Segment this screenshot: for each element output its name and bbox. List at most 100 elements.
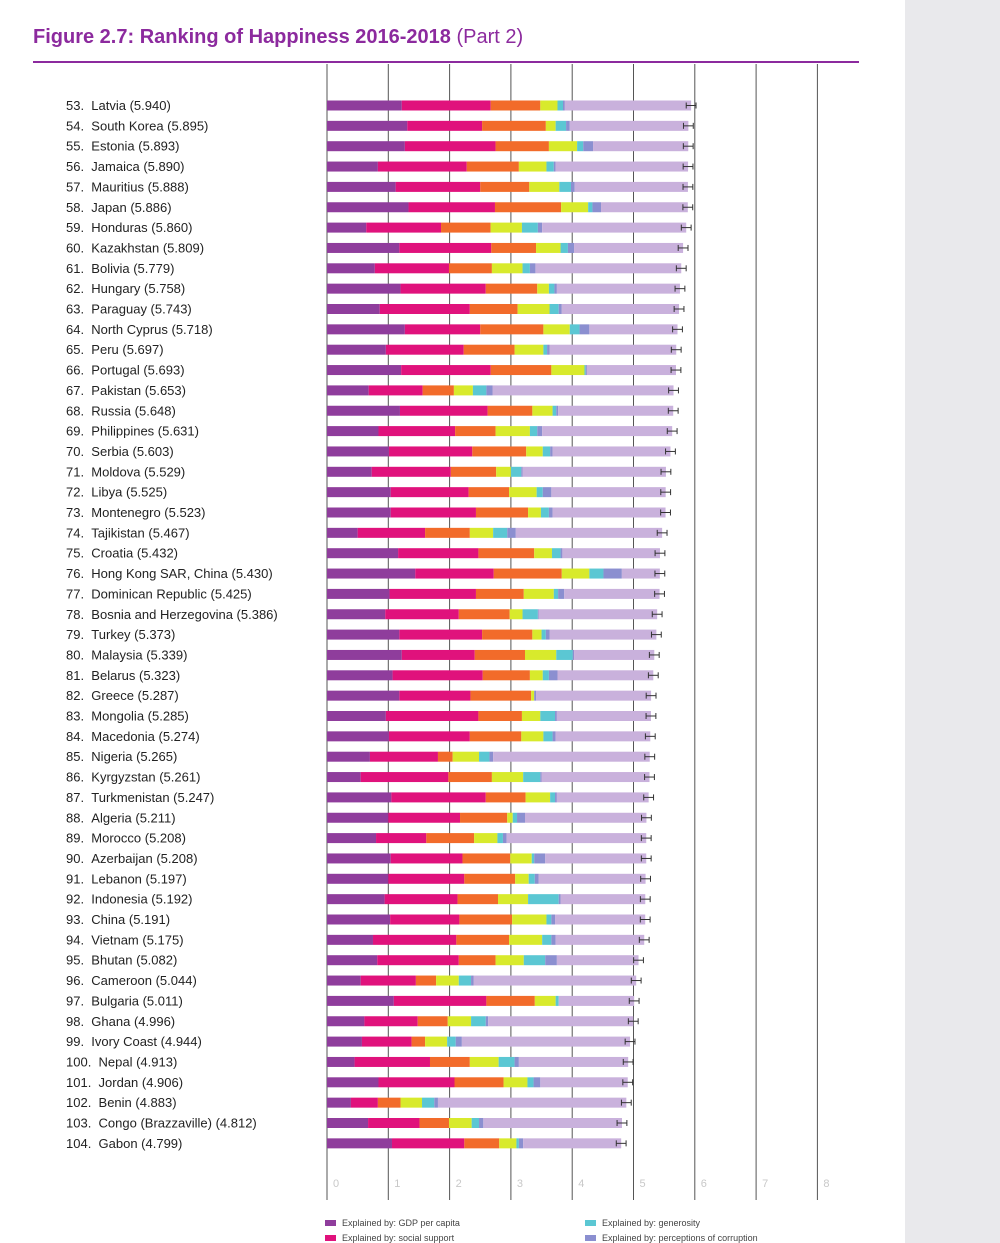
bar-indonesia-generosity [528,894,559,905]
bar-bolivia-corruption [529,263,536,274]
bar-tajikistan-generosity [493,527,508,538]
row-label-honduras: 59. Honduras (5.860) [66,220,192,235]
bar-dominican-republic-generosity [553,588,559,599]
bar-bosnia-and-herzegovina-social [385,609,459,620]
bar-belarus-health [482,670,530,681]
bar-morocco-generosity [497,833,503,844]
bar-hong-kong-sar-china-dystopia [621,568,660,579]
bar-honduras-health [441,222,491,233]
bar-bhutan-generosity [523,955,546,966]
bar-congo-brazzaville-social [368,1118,420,1128]
row-label-north-cyprus: 64. North Cyprus (5.718) [66,322,213,337]
row-label-serbia: 70. Serbia (5.603) [66,444,174,459]
row-label-bhutan: 95. Bhutan (5.082) [66,953,177,968]
bar-mongolia-corruption [555,711,557,721]
bar-morocco-corruption [502,833,507,844]
bar-pakistan-social [368,385,423,396]
bar-hong-kong-sar-china-generosity [589,568,604,579]
bar-azerbaijan-generosity [531,853,535,864]
bar-bolivia-freedom [491,263,523,274]
bar-serbia-dystopia [552,446,671,457]
bar-ghana-social [364,1016,418,1027]
bar-hong-kong-sar-china-freedom [561,568,590,579]
bar-morocco-gdp [327,833,377,844]
bar-malaysia-corruption [572,649,575,660]
bar-dominican-republic-dystopia [564,588,660,599]
row-label-hong-kong-sar-china: 76. Hong Kong SAR, China (5.430) [66,566,273,581]
row-label-estonia: 55. Estonia (5.893) [66,139,179,154]
row-label-turkey: 79. Turkey (5.373) [66,627,175,642]
bar-bhutan-gdp [327,955,378,966]
bar-bhutan-dystopia [556,955,639,966]
bar-estonia-health [495,141,549,152]
row-label-south-korea: 54. South Korea (5.895) [66,118,208,133]
bar-hungary-corruption [554,283,557,294]
bar-greece-dystopia [536,690,652,701]
bar-cameroon-freedom [436,975,459,986]
bar-azerbaijan-dystopia [545,853,647,864]
bar-serbia-freedom [526,446,543,457]
row-label-portugal: 66. Portugal (5.693) [66,363,185,378]
bar-turkey-gdp [327,629,400,640]
bar-philippines-social [378,426,456,437]
bar-benin-social [350,1097,378,1108]
bar-macedonia-gdp [327,731,389,742]
bar-montenegro-dystopia [552,507,666,518]
row-label-mongolia: 83. Mongolia (5.285) [66,709,189,724]
bar-philippines-freedom [495,426,530,437]
bar-china-social [390,914,460,925]
bar-azerbaijan-health [462,853,511,864]
bar-paraguay-corruption [558,304,562,314]
bar-macedonia-social [388,731,470,742]
bar-paraguay-social [379,304,470,314]
bar-ivory-coast-generosity [447,1036,456,1047]
row-label-congo-brazzaville: 103. Congo (Brazzaville) (4.812) [66,1116,257,1131]
bar-portugal-dystopia [586,365,676,376]
bar-cameroon-dystopia [473,975,637,986]
bar-vietnam-gdp [327,934,373,945]
bar-croatia-generosity [551,548,561,559]
bar-nigeria-gdp [327,751,370,762]
bar-bulgaria-health [486,995,535,1006]
x-tick-label-6: 6 [701,1178,707,1190]
bar-ghana-corruption [485,1016,489,1027]
row-label-algeria: 88. Algeria (5.211) [66,810,176,825]
bar-pakistan-dystopia [492,385,674,396]
bar-congo-brazzaville-health [419,1118,449,1128]
bar-mongolia-gdp [327,711,386,721]
bar-greece-freedom [531,690,535,701]
bar-algeria-dystopia [524,812,647,823]
bar-gabon-social [391,1138,465,1149]
bar-macedonia-corruption [552,731,556,742]
figure-page: Figure 2.7: Ranking of Happiness 2016-20… [0,0,905,1243]
bar-peru-health [463,344,515,355]
row-label-libya: 72. Libya (5.525) [66,485,167,500]
bar-lebanon-social [388,873,465,884]
bar-bolivia-social [374,263,449,274]
bar-hungary-dystopia [556,283,680,294]
bar-bosnia-and-herzegovina-corruption [537,609,539,620]
figure-title: Figure 2.7: Ranking of Happiness 2016-20… [33,26,524,48]
bar-moldova-gdp [327,466,372,477]
bar-paraguay-health [469,304,518,314]
row-label-peru: 65. Peru (5.697) [66,342,164,357]
bar-latvia-generosity [557,100,564,111]
bar-turkey-generosity [541,629,546,640]
bar-congo-brazzaville-generosity [471,1118,480,1128]
bar-jamaica-gdp [327,161,378,172]
bar-algeria-health [460,812,508,823]
bar-hong-kong-sar-china-social [415,568,494,579]
row-label-paraguay: 63. Paraguay (5.743) [66,302,192,317]
bar-ivory-coast-corruption [455,1036,462,1047]
bar-moldova-social [371,466,451,477]
bar-japan-gdp [327,202,409,213]
bar-libya-corruption [542,487,552,498]
bar-moldova-generosity [510,466,522,477]
bar-nepal-gdp [327,1056,355,1067]
legend-label-generosity: Explained by: generosity [602,1218,701,1228]
bar-russia-gdp [327,405,400,416]
bar-kazakhstan-corruption [567,242,575,253]
bar-turkmenistan-health [485,792,526,803]
bar-dominican-republic-health [475,588,524,599]
bar-algeria-gdp [327,812,389,823]
